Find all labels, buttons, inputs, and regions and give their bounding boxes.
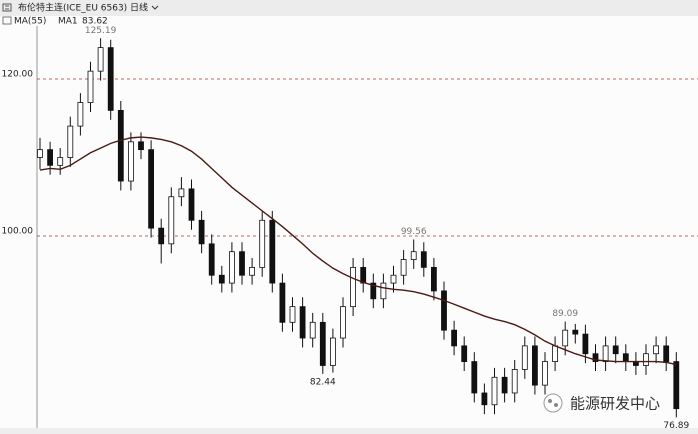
candle-body [249, 266, 256, 276]
candle-body [309, 321, 316, 339]
candle-body [289, 306, 296, 323]
candle-body [228, 251, 235, 284]
candle-body [481, 392, 488, 406]
candle-body [400, 259, 407, 276]
candle-body [208, 243, 215, 276]
candle-body [37, 149, 43, 158]
candle-body [168, 196, 175, 245]
candle-body [97, 47, 104, 72]
candle-body [572, 329, 579, 335]
candle-body [87, 70, 94, 103]
candle-body [239, 251, 245, 276]
chart-title: 布伦特主连(ICE_EU 6563) [18, 2, 127, 14]
candle-body [582, 333, 589, 355]
candle-body [340, 306, 346, 339]
watermark-icon [543, 393, 563, 413]
extreme-label: 89.09 [552, 309, 578, 319]
candle-body [198, 219, 205, 245]
candle-body [117, 109, 124, 182]
watermark-icon-dot [548, 399, 552, 403]
candle-body [643, 353, 649, 366]
dropdown-icon[interactable] [151, 5, 159, 10]
candle-body [420, 251, 427, 268]
candle-body [471, 361, 478, 394]
candle-body [138, 141, 144, 151]
candle-body [390, 274, 397, 284]
legend-icon [2, 16, 12, 25]
watermark-icon-dot [554, 403, 558, 407]
y-tick-label: 100.00 [2, 226, 34, 236]
period[interactable]: 日线 [130, 2, 148, 14]
ma-line [39, 136, 677, 366]
candle-body [218, 274, 225, 284]
candle-body [269, 219, 276, 284]
extreme-label: 99.56 [401, 227, 427, 237]
candle-body [430, 266, 437, 292]
candle-body [673, 361, 680, 410]
candle-body [461, 345, 468, 362]
candle-body [602, 345, 609, 362]
candle-body [380, 282, 387, 300]
candle-body [178, 188, 185, 198]
candle-body [663, 345, 670, 362]
candle-body [491, 376, 498, 406]
candle-body [107, 47, 114, 111]
candle-body [158, 227, 165, 245]
candle-body [47, 149, 53, 166]
candle-body [319, 321, 326, 366]
candle-body [148, 149, 155, 229]
watermark-text: 能源研发中心 [570, 395, 660, 413]
candle-body [592, 353, 599, 362]
toolbar [0, 0, 698, 16]
candle-body [552, 345, 558, 362]
ma-legend-name: MA1 [58, 17, 78, 27]
candle-body [57, 157, 64, 166]
watermark: 能源研发中心 [543, 393, 660, 413]
candle-body [410, 251, 417, 260]
candle-body [67, 125, 74, 158]
candle-body [542, 361, 548, 386]
candle-body [532, 345, 538, 386]
candle-body [501, 376, 508, 394]
candle-body [299, 306, 306, 339]
candle-body [259, 219, 266, 268]
candle-body [562, 329, 569, 347]
candle-body [188, 188, 195, 221]
candle-body [350, 266, 357, 308]
date-strip [0, 428, 698, 434]
candle-body [521, 345, 528, 370]
candle-body [622, 353, 629, 362]
candle-body [441, 290, 447, 331]
indicator-label: MA(55) [14, 17, 46, 27]
toolbar-icons [2, 3, 12, 12]
candle-body [329, 337, 336, 366]
candle-body [77, 102, 84, 127]
candle-body [279, 282, 286, 323]
ma-legend-value: 83.62 [82, 17, 108, 27]
candle-body [127, 141, 134, 182]
extreme-label: 76.89 [663, 421, 689, 431]
y-tick-label: 120.00 [2, 70, 34, 80]
extreme-label: 82.44 [310, 377, 336, 387]
candle-body [451, 329, 458, 347]
candle-body [360, 266, 367, 284]
plot: 100.00 120.00 125.19 82.44 99.56 89.09 76.89 [2, 26, 698, 431]
candle-body [612, 345, 619, 355]
candle-body [370, 282, 377, 300]
candle-body [653, 345, 659, 355]
candle-body [511, 369, 518, 394]
extreme-label: 125.19 [85, 26, 117, 36]
